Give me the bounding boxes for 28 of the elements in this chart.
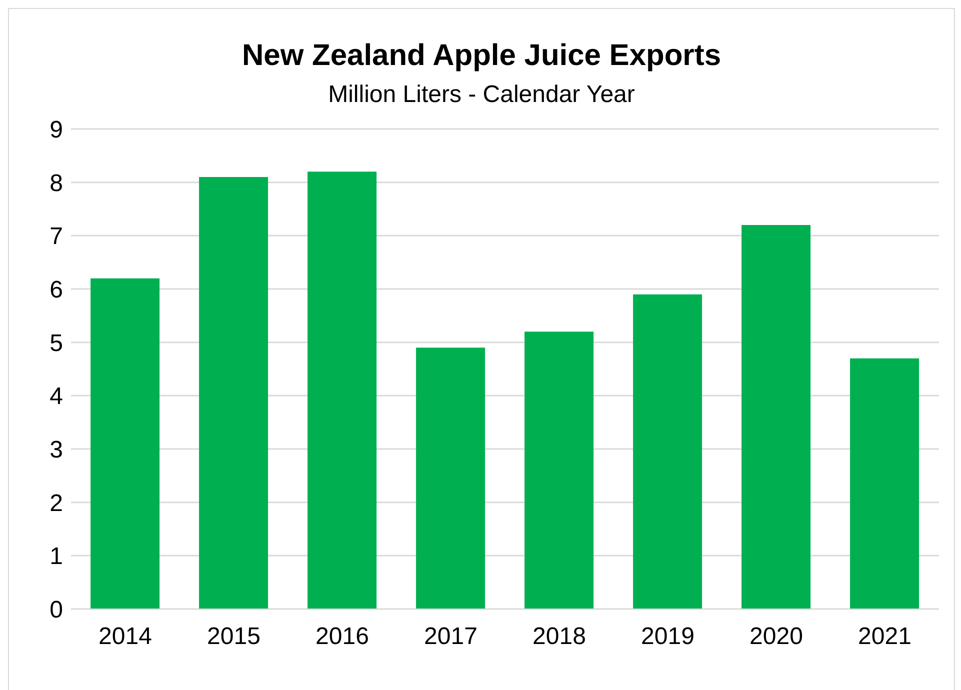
y-tick-label: 2 xyxy=(50,490,63,517)
bar xyxy=(742,225,811,609)
y-tick-label: 7 xyxy=(50,223,63,250)
x-tick-label: 2014 xyxy=(98,623,152,650)
y-tick-label: 9 xyxy=(50,116,63,144)
x-tick-label: 2019 xyxy=(641,623,694,650)
y-tick-label: 3 xyxy=(50,436,63,464)
x-tick-label: 2015 xyxy=(207,623,260,650)
chart-title: New Zealand Apple Juice Exports xyxy=(240,39,722,73)
bar xyxy=(90,278,160,609)
y-tick-label: 0 xyxy=(50,596,63,624)
x-tick-label: 2016 xyxy=(316,623,369,650)
bar xyxy=(633,294,702,609)
x-tick-label: 2020 xyxy=(750,623,803,650)
x-tick-label: 2017 xyxy=(424,623,478,650)
y-tick-label: 4 xyxy=(50,383,63,410)
bar xyxy=(850,358,920,609)
x-tick-label: 2018 xyxy=(532,623,586,650)
bar xyxy=(416,348,486,609)
y-tick-label: 8 xyxy=(50,170,63,197)
bar xyxy=(524,332,594,609)
y-tick-label: 1 xyxy=(50,543,63,570)
bar xyxy=(199,177,268,609)
bar xyxy=(308,172,377,609)
chart-subtitle: Million Liters - Calendar Year xyxy=(327,81,636,109)
y-tick-label: 5 xyxy=(50,330,63,357)
x-tick-label: 2021 xyxy=(858,623,912,650)
y-tick-label: 6 xyxy=(50,276,63,304)
